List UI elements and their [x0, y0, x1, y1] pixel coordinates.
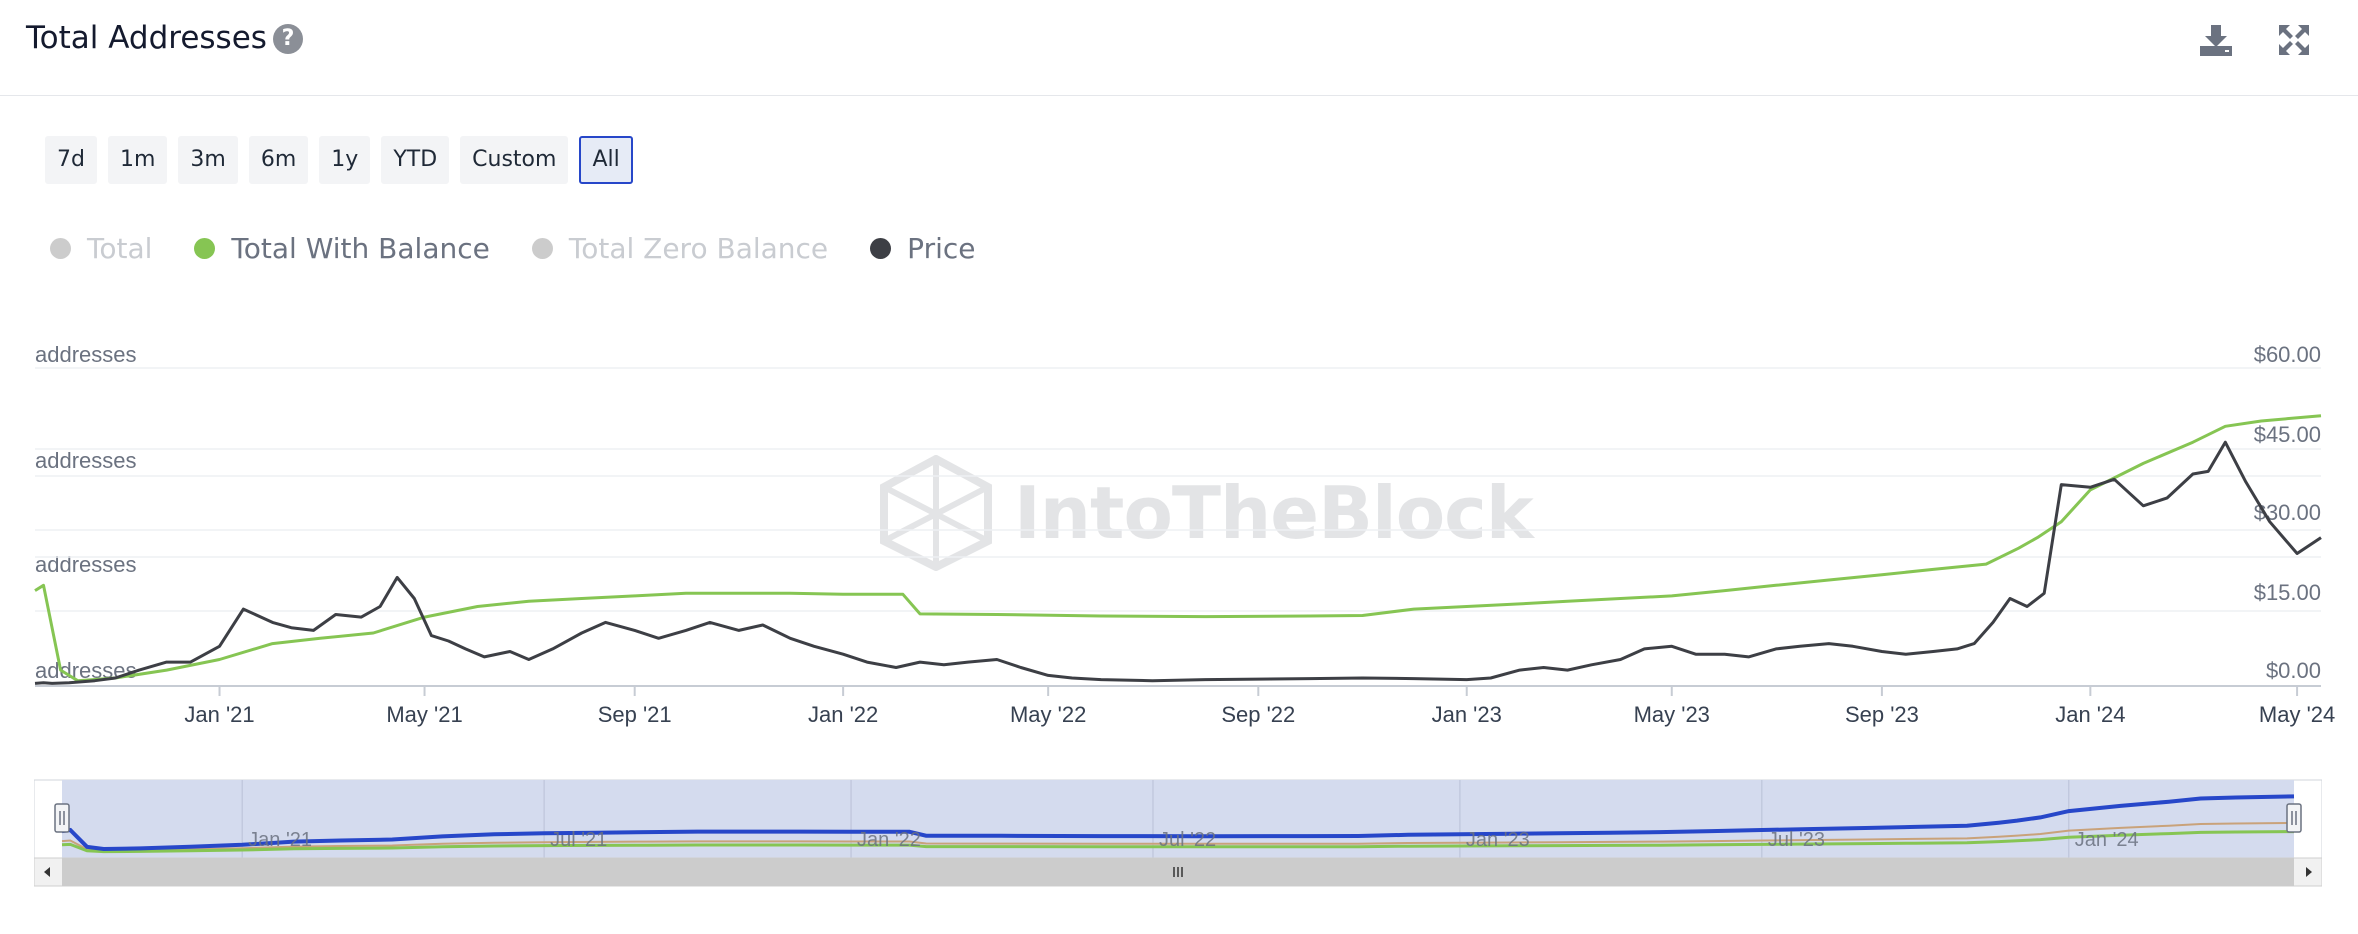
x-axis-tick-label: Sep '23: [1844, 702, 1919, 727]
watermark-text: IntoTheBlock: [1014, 471, 1534, 555]
chart-title: Total Addresses: [26, 20, 267, 56]
legend-item-total-zero-balance[interactable]: Total Zero Balance: [531, 231, 829, 265]
x-axis-tick-label: Sep '22: [1221, 702, 1296, 727]
chart-header: Total Addresses ?: [0, 0, 2358, 96]
download-icon[interactable]: [2198, 22, 2234, 58]
navigator-tick-label: Jan '24: [2074, 829, 2139, 851]
navigator-tick-label: Jan '21: [248, 829, 313, 851]
watermark: IntoTheBlock: [876, 455, 1534, 571]
navigator-tick-label: Jan '22: [857, 829, 921, 851]
right-axis-tick-label: $15.00: [2253, 580, 2321, 605]
range-button-ytd[interactable]: YTD: [381, 136, 450, 184]
legend-dot-total-with-balance: [194, 237, 216, 259]
left-axis-tick-label: addresses: [35, 552, 137, 577]
x-axis-tick-label: May '21: [386, 702, 463, 727]
legend-label-total-zero-balance: Total Zero Balance: [568, 231, 829, 265]
range-button-custom[interactable]: Custom: [460, 136, 569, 184]
legend-item-total-with-balance[interactable]: Total With Balance: [194, 231, 490, 265]
legend-label-price: Price: [907, 231, 976, 265]
x-axis-tick-label: Jan '21: [184, 702, 255, 727]
x-axis-tick-label: May '22: [1009, 702, 1087, 727]
left-axis-tick-label: addresses: [35, 448, 137, 473]
x-axis-tick-label: May '24: [2258, 702, 2336, 727]
legend-label-total: Total: [87, 231, 153, 265]
legend-dot-total: [50, 237, 71, 259]
legend-dot-total-zero-balance: [531, 237, 553, 259]
chart-legend: Total Total With Balance Total Zero Bala…: [50, 228, 975, 268]
navigator-tick-label: Jan '23: [1465, 829, 1530, 851]
range-button-1y[interactable]: 1y: [319, 136, 371, 184]
range-button-6m[interactable]: 6m: [248, 136, 309, 184]
question-circle-icon[interactable]: ?: [273, 24, 303, 54]
navigator-tick-label: Jul '23: [1767, 829, 1826, 851]
right-axis-tick-label: $0.00: [2265, 658, 2321, 683]
range-button-7d[interactable]: 7d: [45, 136, 97, 184]
right-axis-tick-label: $60.00: [2253, 342, 2321, 367]
navigator-handle-right[interactable]: [2286, 803, 2302, 833]
left-axis-tick-label: addresses: [35, 342, 137, 367]
legend-item-price[interactable]: Price: [870, 232, 975, 265]
range-button-all[interactable]: All: [579, 136, 633, 184]
range-button-3m[interactable]: 3m: [178, 136, 238, 184]
x-axis-tick-label: May '23: [1633, 702, 1710, 727]
navigator-tick-label: Jul '22: [1158, 829, 1217, 851]
expand-icon[interactable]: [2276, 22, 2312, 58]
navigator-series-line: [61, 822, 2295, 852]
scroll-right-arrow-icon[interactable]: [2306, 867, 2312, 877]
scroll-left-arrow-icon[interactable]: [44, 867, 50, 877]
watermark-logo-icon: [880, 455, 992, 571]
navigator-handle-left[interactable]: [54, 803, 70, 833]
navigator-tick-label: Jul '21: [550, 829, 608, 851]
right-axis-tick-label: $45.00: [2253, 422, 2321, 447]
x-axis-tick-label: Jan '23: [1431, 702, 1502, 727]
navigator[interactable]: [34, 778, 2322, 888]
series-line-total-with-balance[interactable]: [34, 414, 2322, 683]
x-axis-tick-label: Sep '21: [597, 702, 672, 727]
range-selector: 7d 1m 3m 6m 1y YTD Custom All: [45, 136, 633, 184]
legend-label-total-with-balance: Total With Balance: [231, 231, 490, 265]
x-axis-tick-label: Jan '22: [807, 702, 879, 727]
x-axis-tick-label: Jan '24: [2055, 702, 2126, 727]
range-button-1m[interactable]: 1m: [107, 136, 168, 184]
series-line-price[interactable]: [34, 440, 2322, 685]
legend-item-total[interactable]: Total: [50, 232, 152, 265]
navigator-series-line: [61, 830, 2295, 854]
legend-dot-price: [870, 237, 892, 259]
navigator-series-line: [61, 794, 2295, 852]
